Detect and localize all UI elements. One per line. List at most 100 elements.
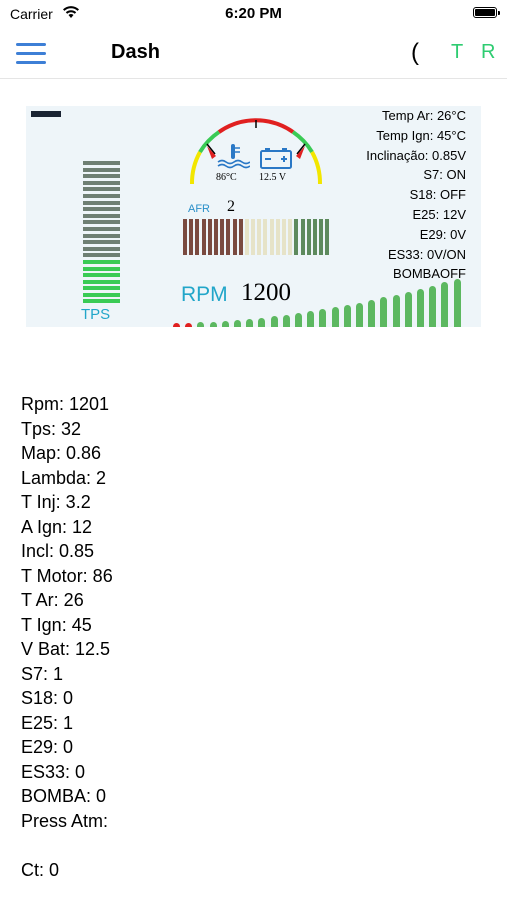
rpm-bar-segment xyxy=(356,302,363,327)
tps-bar-segment xyxy=(83,259,120,264)
t-motor-row: T Motor: 86 xyxy=(21,565,113,586)
tps-bar-segment xyxy=(83,187,120,192)
rpm-bar-segment xyxy=(331,307,339,327)
rpm-bar-segment xyxy=(209,321,217,327)
s7-readout: S7: ON xyxy=(423,167,466,183)
tps-bar-segment xyxy=(83,213,120,218)
rpm-bar-meter xyxy=(173,106,463,327)
rpm-bar-segment xyxy=(368,300,376,327)
map-row: Map: 0.86 xyxy=(21,443,102,463)
e25-row: E25: 1 xyxy=(21,712,74,733)
tps-bar-segment xyxy=(83,174,120,179)
afr-bar-segment xyxy=(306,219,311,255)
navigation-bar: Dash ( T R xyxy=(0,30,507,79)
tps-bar-segment xyxy=(83,161,120,165)
afr-bar-segment xyxy=(294,219,299,255)
e29-row: E29: 0 xyxy=(21,737,74,757)
afr-bar-meter xyxy=(183,219,332,255)
bomba-readout: BOMBAOFF xyxy=(393,266,466,282)
rpm-bar-segment xyxy=(221,321,229,327)
motor-temperature-label: 86°C xyxy=(216,172,237,183)
t-ar-row: T Ar: 26 xyxy=(21,590,84,610)
rpm-label: RPM xyxy=(181,283,228,306)
es33-row: ES33: 0 xyxy=(21,761,86,782)
thermometer-icon xyxy=(217,144,250,169)
afr-bar-segment xyxy=(220,219,225,255)
rpm-bar-segment xyxy=(441,282,449,327)
e25-readout: E25: 12V xyxy=(412,206,467,222)
afr-bar-segment xyxy=(189,219,194,255)
afr-bar-segment xyxy=(319,219,324,255)
rpm-row: Rpm: 1201 xyxy=(21,394,110,414)
afr-bar-segment xyxy=(269,219,274,255)
afr-bar-segment xyxy=(244,219,249,255)
tps-bar-segment xyxy=(83,233,120,238)
rpm-bar-segment xyxy=(295,313,302,327)
rpm-bar-segment xyxy=(392,294,400,327)
afr-bar-segment xyxy=(325,219,330,255)
incl-row: Incl: 0.85 xyxy=(21,541,95,561)
tps-bar-segment xyxy=(83,279,120,284)
afr-bar-segment xyxy=(288,219,293,255)
battery-icon xyxy=(473,7,500,18)
dashboard-badge xyxy=(31,111,61,117)
tps-bar-segment xyxy=(83,193,120,198)
afr-bar-segment xyxy=(183,219,187,255)
afr-label: AFR xyxy=(188,203,210,215)
rpm-bar-segment xyxy=(234,320,241,327)
lambda-row: Lambda: 2 xyxy=(21,467,107,488)
tps-row: Tps: 32 xyxy=(21,418,82,439)
rpm-bar-segment xyxy=(319,309,327,327)
tps-bar-segment xyxy=(83,253,120,258)
tps-bar-segment xyxy=(83,220,120,225)
t-button[interactable]: T xyxy=(451,41,464,63)
tps-bar-segment xyxy=(83,240,120,245)
afr-bar-segment xyxy=(257,219,262,255)
rpm-bar-segment xyxy=(185,322,193,327)
afr-bar-segment xyxy=(238,219,243,255)
s18-row: S18: 0 xyxy=(21,688,74,708)
tps-bar-segment xyxy=(83,292,120,297)
tps-bar-segment xyxy=(83,286,120,291)
rpm-bar-segment xyxy=(282,314,290,327)
bomba-row: BOMBA: 0 xyxy=(21,786,107,806)
battery-gauge-icon xyxy=(260,148,292,169)
tps-bar-segment xyxy=(83,180,120,185)
rpm-bar-segment xyxy=(197,322,205,327)
dashboard-panel: TPS 86°C 12.5 V AFR 2 RPM 1200 Temp Ar: … xyxy=(26,106,481,327)
press-atm-row: Press Atm: xyxy=(21,810,109,831)
tps-bar-segment xyxy=(83,273,120,278)
ignition-temp-readout: Temp Ign: 45°C xyxy=(376,127,466,143)
rpm-bar-segment xyxy=(429,285,437,327)
t-ign-row: T Ign: 45 xyxy=(21,614,92,635)
rpm-bar-segment xyxy=(258,317,266,327)
page-title: Dash xyxy=(111,41,160,63)
inclination-readout: Inclinação: 0.85V xyxy=(366,147,466,163)
ct-row: Ct: 0 xyxy=(21,859,60,880)
sensor-readouts: Temp Ar: 26°C Temp Ign: 45°C Inclinação:… xyxy=(366,106,466,284)
rpm-value: 1200 xyxy=(241,279,291,306)
air-temp-readout: Temp Ar: 26°C xyxy=(382,108,466,123)
afr-bar-segment xyxy=(195,219,200,255)
battery-voltage-label: 12.5 V xyxy=(259,172,287,183)
afr-value: 2 xyxy=(227,198,235,215)
tps-bar-segment xyxy=(83,266,120,271)
afr-bar-segment xyxy=(312,219,317,255)
rpm-bar-segment xyxy=(307,311,315,327)
wifi-icon xyxy=(63,6,79,18)
rpm-bar-segment xyxy=(343,305,351,327)
afr-bar-segment xyxy=(213,219,218,255)
clock-time: 6:20 PM xyxy=(225,5,282,22)
afr-bar-segment xyxy=(275,219,280,255)
afr-bar-segment xyxy=(251,219,256,255)
tps-bar-meter xyxy=(83,161,120,306)
e29-readout: E29: 0V xyxy=(419,226,466,242)
a-ign-row: A Ign: 12 xyxy=(21,516,93,537)
tps-bar-segment xyxy=(83,246,120,251)
rpm-bar-segment xyxy=(246,319,254,327)
hamburger-menu-icon[interactable] xyxy=(16,43,46,65)
s7-row: S7: 1 xyxy=(21,663,64,684)
r-button[interactable]: R xyxy=(481,41,496,63)
rpm-bar-segment xyxy=(417,288,424,327)
tps-bar-segment xyxy=(83,207,120,212)
